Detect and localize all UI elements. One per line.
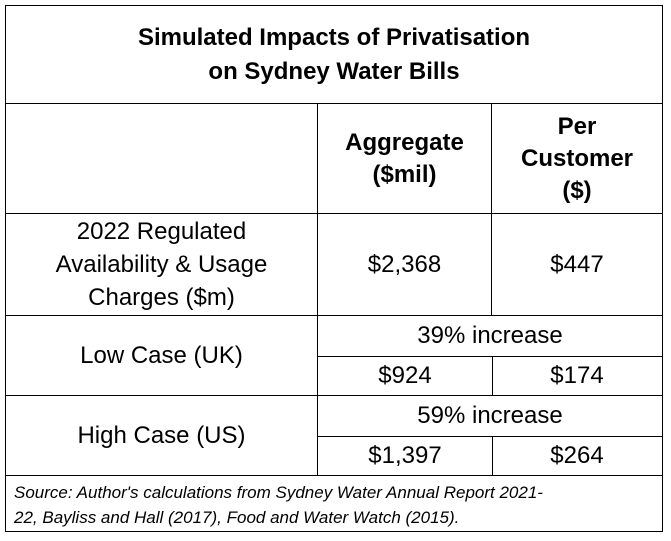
header-aggregate-line-1: Aggregate <box>345 128 464 156</box>
low-case-row: Low Case (UK) 39% increase $924 $174 <box>6 316 662 396</box>
high-case-row: High Case (US) 59% increase $1,397 $264 <box>6 396 662 476</box>
source-line-1: Source: Author's calculations from Sydne… <box>14 483 543 502</box>
low-case-increase: 39% increase <box>318 316 662 357</box>
regulated-row: 2022 Regulated Availability & Usage Char… <box>6 214 662 316</box>
regulated-label: 2022 Regulated Availability & Usage Char… <box>6 214 318 315</box>
header-blank-cell <box>6 104 318 213</box>
regulated-per-customer: $447 <box>550 251 604 278</box>
regulated-label-line-3: Charges ($m) <box>88 284 235 311</box>
header-aggregate-line-2: ($mil) <box>372 160 437 188</box>
high-case-aggregate: $1,397 <box>318 436 493 475</box>
table-title: Simulated Impacts of Privatisation on Sy… <box>6 6 662 103</box>
header-per-customer-line-3: ($) <box>562 176 592 204</box>
low-case-label: Low Case (UK) <box>6 316 318 395</box>
regulated-label-line-1: 2022 Regulated <box>76 218 247 245</box>
low-case-aggregate: $924 <box>318 356 493 395</box>
regulated-aggregate: $2,368 <box>318 214 492 315</box>
title-row: Simulated Impacts of Privatisation on Sy… <box>6 6 662 104</box>
low-case-per-customer: $174 <box>550 361 604 389</box>
header-row: Aggregate ($mil) Per Customer ($) <box>6 104 662 214</box>
header-per-customer: Per Customer ($) <box>492 104 662 213</box>
header-per-customer-line-1: Per <box>557 112 597 140</box>
high-case-increase: 59% increase <box>318 396 662 437</box>
title-line-2: on Sydney Water Bills <box>208 57 460 85</box>
source-note: Source: Author's calculations from Sydne… <box>6 476 662 531</box>
header-aggregate: Aggregate ($mil) <box>318 104 492 213</box>
impacts-table: Simulated Impacts of Privatisation on Sy… <box>5 5 663 532</box>
regulated-label-line-2: Availability & Usage <box>55 251 268 278</box>
header-per-customer-line-2: Customer <box>520 144 634 172</box>
title-line-1: Simulated Impacts of Privatisation <box>137 23 531 51</box>
high-case-per-customer: $264 <box>550 441 604 469</box>
source-line-2: 22, Bayliss and Hall (2017), Food and Wa… <box>14 508 460 527</box>
high-case-label: High Case (US) <box>6 396 318 475</box>
